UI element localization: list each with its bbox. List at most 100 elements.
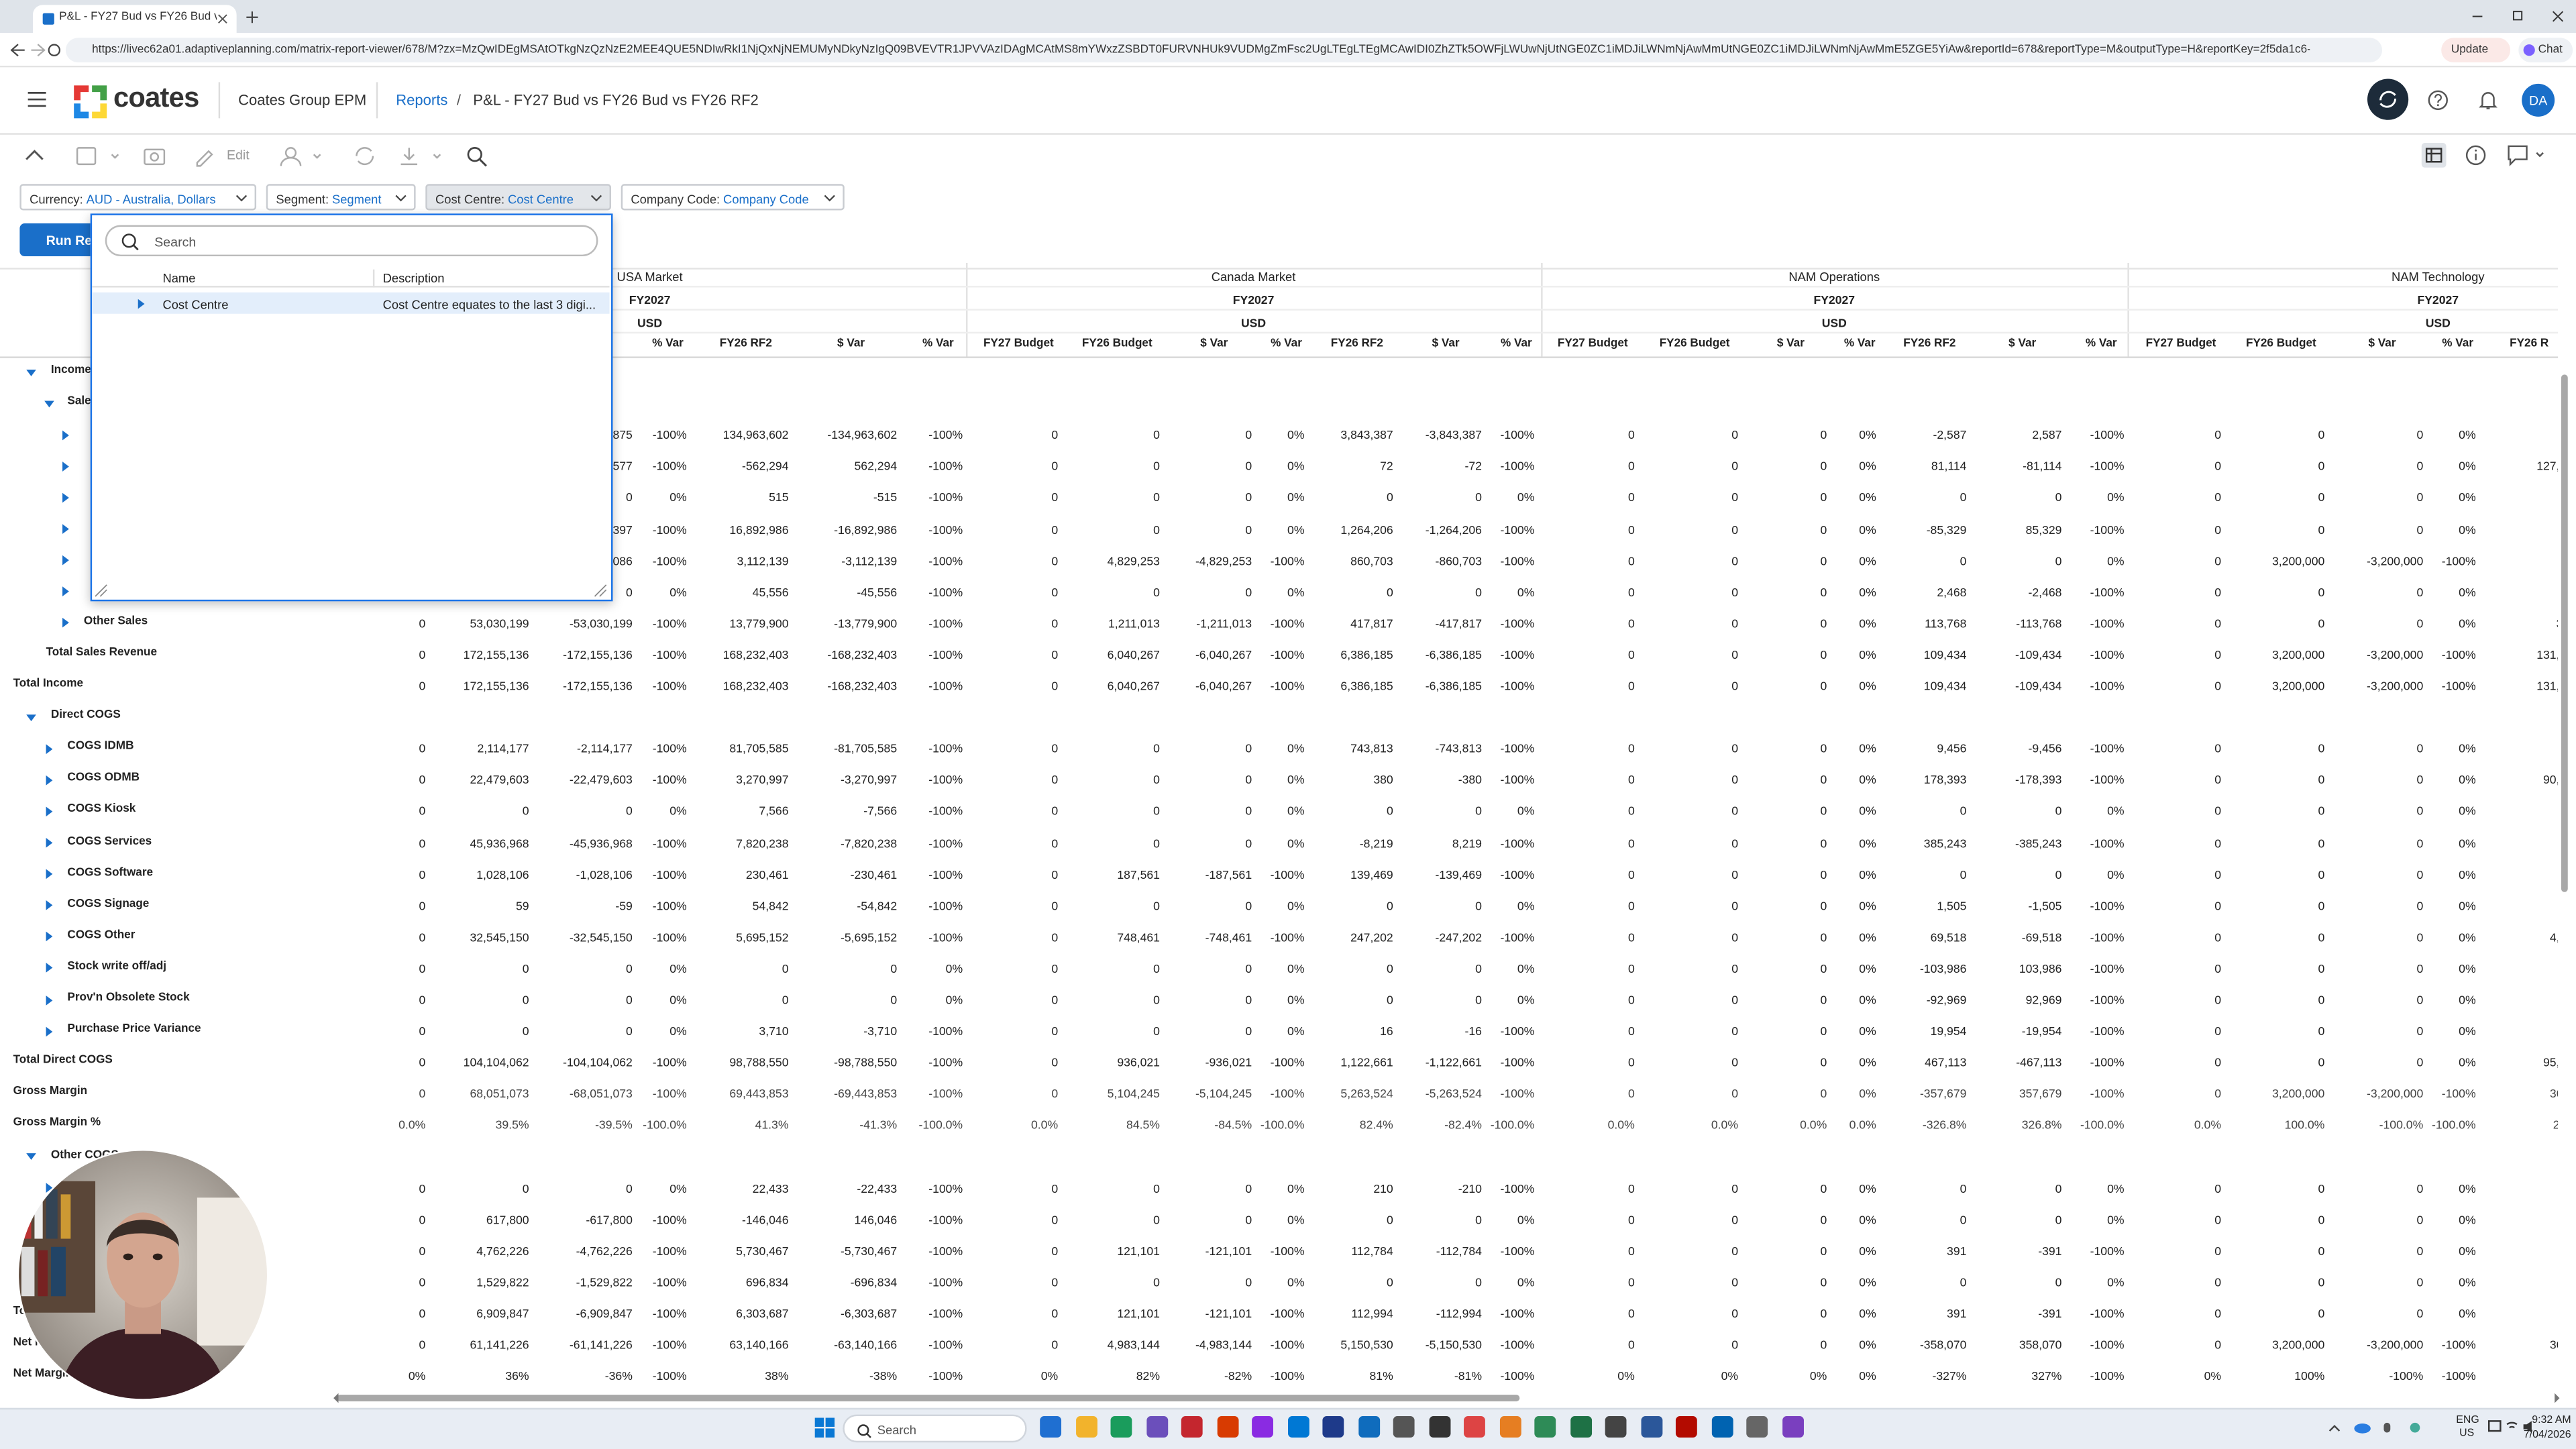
cell: 0 — [1051, 1086, 1059, 1102]
cell: 0% — [1859, 804, 1876, 819]
column-header: % Var — [2442, 338, 2474, 350]
cell: 0% — [1859, 1086, 1876, 1102]
header-line — [0, 268, 2559, 270]
taskbar-app[interactable] — [1640, 1416, 1662, 1438]
taskbar-app[interactable] — [1781, 1416, 1803, 1438]
cell: 0 — [1245, 1275, 1252, 1290]
cell: 696,834 — [745, 1275, 789, 1290]
cell: 131,4 — [2536, 678, 2558, 694]
expander[interactable] — [44, 398, 54, 409]
expander[interactable] — [61, 461, 71, 472]
expander[interactable] — [26, 367, 36, 377]
taskbar-app[interactable] — [1110, 1416, 1132, 1438]
edit-button[interactable]: Edit — [226, 148, 250, 163]
filter-pill[interactable]: Cost Centre: Cost Centre — [425, 184, 612, 211]
cell: 0% — [2107, 1180, 2125, 1195]
expander[interactable] — [44, 743, 54, 754]
address-bar[interactable]: https://livec62a01.adaptiveplanning.com/… — [65, 38, 2383, 63]
search-box[interactable]: Search — [105, 225, 598, 257]
avatar[interactable]: DA — [2522, 83, 2555, 117]
taskbar-app[interactable] — [1464, 1416, 1485, 1438]
expander[interactable] — [44, 932, 54, 942]
cell: 112,784 — [1351, 1243, 1393, 1258]
taskbar-search[interactable]: Search — [843, 1414, 1027, 1443]
help-button[interactable] — [2428, 90, 2448, 111]
row-label: Gross Margin — [13, 1086, 88, 1098]
cell: -6,040,267 — [1195, 678, 1252, 694]
expander[interactable] — [44, 837, 54, 848]
start-button[interactable] — [814, 1417, 835, 1438]
cell: 81% — [1369, 1368, 1393, 1384]
cell: 0% — [1859, 772, 1876, 788]
expander[interactable] — [61, 429, 71, 440]
notifications-button[interactable] — [2479, 91, 2498, 110]
taskbar-app[interactable] — [1499, 1416, 1521, 1438]
taskbar-app[interactable] — [1146, 1416, 1168, 1438]
update-button[interactable]: Update — [2441, 38, 2511, 63]
expander[interactable] — [61, 492, 71, 503]
taskbar-app[interactable] — [1075, 1416, 1097, 1438]
expander[interactable] — [61, 618, 71, 629]
filter-pill[interactable]: Segment: Segment — [266, 184, 416, 211]
taskbar-app[interactable] — [1358, 1416, 1379, 1438]
cell: 0.0% — [1031, 1118, 1059, 1133]
chat-button[interactable]: Chat — [2518, 38, 2573, 63]
taskbar-app[interactable] — [1040, 1416, 1062, 1438]
taskbar-app[interactable] — [1746, 1416, 1768, 1438]
expander[interactable] — [44, 900, 54, 911]
expander[interactable] — [44, 775, 54, 786]
taskbar-app[interactable] — [1675, 1416, 1697, 1438]
taskbar-app[interactable] — [1534, 1416, 1556, 1438]
cell: -100% — [2090, 1243, 2125, 1258]
taskbar-app[interactable] — [1322, 1416, 1344, 1438]
column-header: FY26 Budget — [1659, 338, 1730, 350]
cell: 0% — [1287, 458, 1305, 474]
cell: 0 — [2214, 961, 2222, 976]
breadcrumb-parent[interactable]: Reports — [396, 92, 448, 109]
expander[interactable] — [61, 555, 71, 566]
expander[interactable] — [61, 586, 71, 597]
cell: 0% — [1859, 1023, 1876, 1038]
expander[interactable] — [26, 712, 36, 722]
taskbar-app[interactable] — [1181, 1416, 1203, 1438]
expander[interactable] — [44, 994, 54, 1005]
menu-button[interactable] — [28, 92, 46, 107]
cell: 0 — [1153, 772, 1160, 788]
expander[interactable] — [44, 1026, 54, 1036]
expander[interactable] — [44, 963, 54, 973]
cell: -100% — [1270, 1305, 1305, 1321]
taskbar-app[interactable] — [1711, 1416, 1733, 1438]
filter-pill[interactable]: Company Code: Company Code — [621, 184, 845, 211]
cell: 0% — [1859, 1180, 1876, 1195]
taskbar-app[interactable] — [1287, 1416, 1309, 1438]
cell: -562,294 — [742, 458, 789, 474]
cell: 0 — [1627, 427, 1635, 443]
filter-pill[interactable]: Currency: AUD - Australia, Dollars — [19, 184, 257, 211]
taskbar-app[interactable] — [1605, 1416, 1627, 1438]
toolbar-icons[interactable] — [23, 145, 499, 168]
expander[interactable] — [44, 869, 54, 879]
tab[interactable]: P&L - FY27 Bud vs FY26 Bud vs FY... — [32, 5, 237, 33]
cell: 0% — [1517, 1212, 1535, 1227]
cell: 0 — [419, 741, 426, 756]
expander[interactable] — [44, 1183, 54, 1193]
cell: -6,386,185 — [1425, 678, 1482, 694]
row-label: COGS Services — [67, 835, 152, 847]
cell: 0 — [1627, 961, 1635, 976]
cell: 127,3 — [2536, 458, 2558, 474]
sync-button[interactable] — [2367, 78, 2409, 120]
taskbar-app[interactable] — [1570, 1416, 1591, 1438]
cell: -19,954 — [2021, 1023, 2062, 1038]
view-icons[interactable] — [2421, 143, 2553, 168]
expander[interactable] — [61, 524, 71, 534]
cell: -172,155,136 — [563, 678, 633, 694]
taskbar-app[interactable] — [1252, 1416, 1273, 1438]
taskbar-app[interactable] — [1393, 1416, 1415, 1438]
cost-centre-dropdown: Search Name Description Cost Centre Cost Cen… — [90, 213, 613, 602]
expander[interactable] — [44, 806, 54, 816]
cell: 0 — [1245, 992, 1252, 1008]
expander[interactable] — [26, 1152, 36, 1162]
list-row[interactable]: Cost Centre Cost Centre equates to the la… — [92, 292, 610, 314]
taskbar-app[interactable] — [1428, 1416, 1450, 1438]
taskbar-app[interactable] — [1216, 1416, 1238, 1438]
